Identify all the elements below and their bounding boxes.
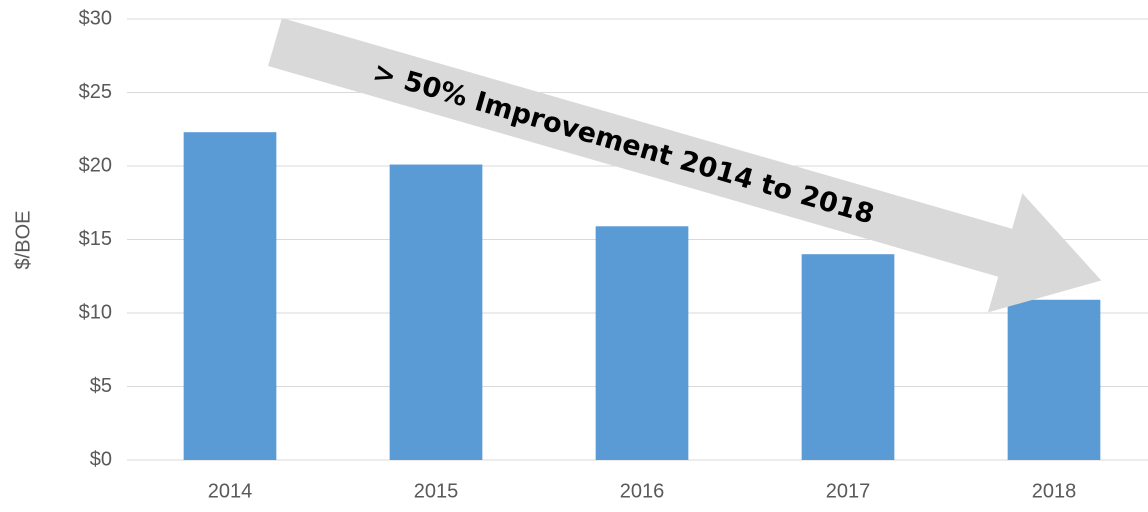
y-tick-label: $25 [79,81,112,103]
x-tick-label: 2015 [414,480,459,502]
x-tick-label: 2014 [208,480,253,502]
y-tick-label: $30 [79,7,112,29]
x-tick-label: 2016 [620,480,665,502]
bar [595,226,689,460]
y-tick-label: $5 [90,375,112,397]
y-tick-label: $10 [79,301,112,323]
arrow-shape [268,17,1102,313]
y-tick-label: $15 [79,228,112,250]
bar [801,254,895,460]
y-axis-label: $/BOE [12,211,34,270]
bar [389,164,483,460]
y-tick-label: $20 [79,154,112,176]
bar [183,132,277,460]
x-tick-label: 2017 [826,480,871,502]
bar [1007,299,1101,460]
y-tick-label: $0 [90,448,112,470]
x-tick-label: 2018 [1032,480,1077,502]
